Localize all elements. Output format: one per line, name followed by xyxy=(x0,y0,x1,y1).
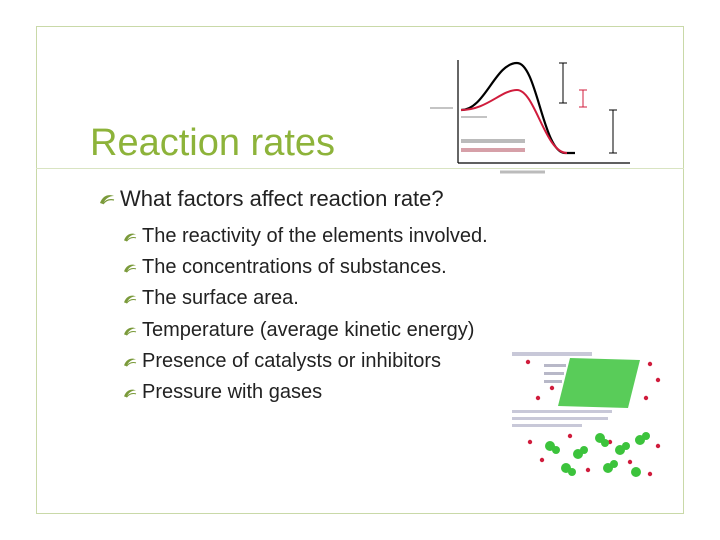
sub-bullet-4: Temperature (average kinetic energy) xyxy=(122,319,474,342)
slide-frame xyxy=(36,26,684,514)
swirl-bullet-icon xyxy=(124,264,137,273)
swirl-bullet-icon xyxy=(124,358,137,367)
sub-bullet-2: The concentrations of substances. xyxy=(122,256,447,279)
reaction-particles-image xyxy=(512,352,661,477)
sub-bullet-text: Pressure with gases xyxy=(142,381,323,403)
sub-bullet-3: The surface area. xyxy=(122,287,299,310)
sub-bullet-5: Presence of catalysts or inhibitors xyxy=(122,350,441,373)
energy-diagram-image xyxy=(430,60,630,174)
sub-bullet-text: The reactivity of the elements involved. xyxy=(142,225,488,247)
sub-bullet-text: The concentrations of substances. xyxy=(142,256,447,278)
swirl-bullet-icon xyxy=(124,295,137,304)
sub-bullet-text: The surface area. xyxy=(142,287,299,309)
slide-title: Reaction rates xyxy=(90,122,336,164)
main-bullet-text: What factors affect reaction rate? xyxy=(120,186,444,211)
swirl-bullet-icon xyxy=(124,233,137,242)
swirl-bullet-icon xyxy=(100,195,115,205)
main-bullet: What factors affect reaction rate? xyxy=(98,186,444,212)
swirl-bullet-icon xyxy=(124,327,137,336)
sub-bullet-text: Presence of catalysts or inhibitors xyxy=(142,350,442,372)
sub-bullet-1: The reactivity of the elements involved. xyxy=(122,225,488,248)
swirl-bullet-icon xyxy=(124,389,137,398)
title-divider xyxy=(36,168,684,169)
sub-bullet-text: Temperature (average kinetic energy) xyxy=(142,319,475,341)
sub-bullet-6: Pressure with gases xyxy=(122,381,322,404)
